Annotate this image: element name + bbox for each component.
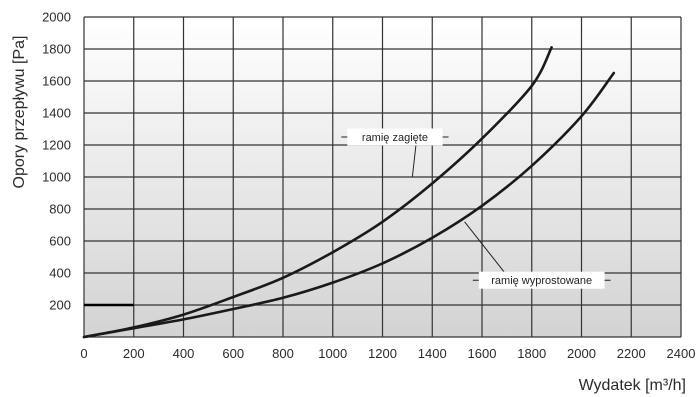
- y-tick-label: 1000: [42, 170, 71, 185]
- x-tick-label: 600: [222, 346, 244, 361]
- x-tick-label: 1000: [318, 346, 347, 361]
- x-tick-label: 1600: [468, 346, 497, 361]
- y-axis-title: Opory przepływu [Pa]: [11, 36, 28, 189]
- y-tick-label: 1200: [42, 138, 71, 153]
- x-tick-label: 400: [173, 346, 195, 361]
- y-tick-label: 800: [49, 202, 71, 217]
- y-tick-label: 1800: [42, 42, 71, 57]
- y-tick-label: 600: [49, 234, 71, 249]
- x-tick-label: 2000: [567, 346, 596, 361]
- x-tick-label: 200: [123, 346, 145, 361]
- y-tick-label: 200: [49, 298, 71, 313]
- x-tick-label: 800: [272, 346, 294, 361]
- x-tick-label: 1400: [418, 346, 447, 361]
- x-tick-label: 2400: [667, 346, 696, 361]
- y-tick-label: 1600: [42, 74, 71, 89]
- x-tick-label: 1200: [368, 346, 397, 361]
- x-axis-title: Wydatek [m³/h]: [579, 377, 686, 394]
- annotation-label: ramię wyprostowane: [491, 275, 592, 287]
- y-tick-label: 1400: [42, 106, 71, 121]
- x-tick-label: 0: [80, 346, 87, 361]
- x-tick-label: 2200: [617, 346, 646, 361]
- x-tick-label: 1800: [517, 346, 546, 361]
- annotation-label: ramię zagięte: [362, 132, 428, 144]
- y-tick-label: 400: [49, 266, 71, 281]
- y-tick-label: 2000: [42, 10, 71, 25]
